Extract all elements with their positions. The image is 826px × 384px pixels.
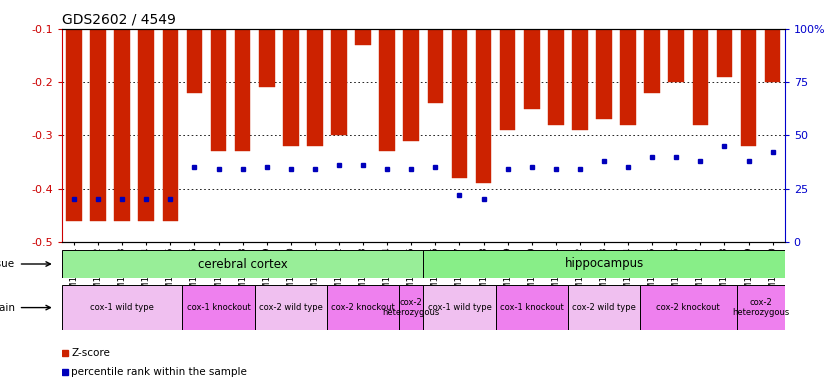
- Text: cox-1 wild type: cox-1 wild type: [428, 303, 491, 312]
- Bar: [596, 0, 612, 119]
- Bar: [572, 0, 588, 130]
- Text: cox-2 knockout: cox-2 knockout: [331, 303, 395, 312]
- Bar: [428, 0, 444, 103]
- Bar: [692, 0, 708, 125]
- Bar: [737, 285, 785, 330]
- Bar: [163, 0, 178, 221]
- Text: cox-1 wild type: cox-1 wild type: [90, 303, 154, 312]
- Bar: [327, 285, 399, 330]
- Text: hippocampus: hippocampus: [564, 258, 643, 270]
- Bar: [423, 285, 496, 330]
- Text: cox-2 knockout: cox-2 knockout: [657, 303, 720, 312]
- Text: cox-2
heterozygous: cox-2 heterozygous: [732, 298, 789, 317]
- Text: Z-score: Z-score: [71, 348, 110, 358]
- Bar: [403, 0, 419, 141]
- Bar: [644, 0, 660, 93]
- Bar: [379, 0, 395, 151]
- Bar: [399, 285, 423, 330]
- Bar: [423, 250, 785, 278]
- Bar: [235, 0, 250, 151]
- Bar: [620, 0, 636, 125]
- Bar: [283, 0, 299, 146]
- Bar: [741, 0, 757, 146]
- Text: strain: strain: [0, 303, 15, 313]
- Text: percentile rank within the sample: percentile rank within the sample: [71, 367, 247, 377]
- Bar: [211, 0, 226, 151]
- Bar: [259, 0, 274, 88]
- Text: cerebral cortex: cerebral cortex: [197, 258, 287, 270]
- Bar: [62, 250, 423, 278]
- Bar: [668, 0, 684, 82]
- Bar: [90, 0, 106, 221]
- Bar: [548, 0, 563, 125]
- Bar: [254, 285, 327, 330]
- Bar: [496, 285, 567, 330]
- Text: tissue: tissue: [0, 259, 15, 269]
- Bar: [717, 0, 733, 77]
- Bar: [765, 0, 781, 82]
- Bar: [567, 285, 640, 330]
- Bar: [307, 0, 323, 146]
- Bar: [187, 0, 202, 93]
- Text: cox-2
heterozygous: cox-2 heterozygous: [382, 298, 440, 317]
- Text: cox-1 knockout: cox-1 knockout: [500, 303, 563, 312]
- Bar: [452, 0, 468, 178]
- Bar: [640, 285, 737, 330]
- Bar: [66, 0, 82, 221]
- Bar: [62, 285, 183, 330]
- Bar: [183, 285, 254, 330]
- Bar: [139, 0, 154, 221]
- Text: cox-2 wild type: cox-2 wild type: [259, 303, 323, 312]
- Text: cox-2 wild type: cox-2 wild type: [572, 303, 636, 312]
- Bar: [114, 0, 130, 221]
- Text: GDS2602 / 4549: GDS2602 / 4549: [62, 12, 176, 26]
- Text: cox-1 knockout: cox-1 knockout: [187, 303, 250, 312]
- Bar: [355, 0, 371, 45]
- Bar: [500, 0, 515, 130]
- Bar: [331, 0, 347, 136]
- Bar: [476, 0, 491, 183]
- Bar: [524, 0, 539, 109]
